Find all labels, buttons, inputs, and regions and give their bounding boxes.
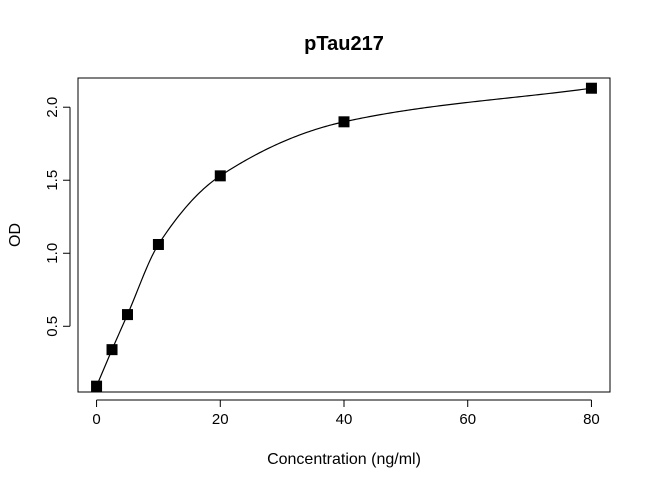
data-point [121, 309, 133, 321]
data-point [152, 238, 164, 250]
x-tick-label: 80 [583, 411, 600, 428]
x-tick-label: 0 [92, 411, 100, 428]
y-tick-label: 1.5 [44, 170, 61, 191]
data-point [214, 170, 226, 182]
x-tick-label: 60 [459, 411, 476, 428]
data-point [585, 82, 597, 94]
data-point [338, 116, 350, 128]
chart-title: pTau217 [304, 33, 384, 55]
x-axis: 0 20 40 60 80 [92, 399, 600, 428]
data-point [106, 344, 118, 356]
x-axis-label: Concentration (ng/ml) [267, 451, 421, 468]
y-axis-label: OD [7, 223, 24, 247]
data-point [91, 380, 103, 392]
x-tick-label: 20 [212, 411, 229, 428]
x-tick-label: 40 [336, 411, 353, 428]
y-tick-label: 1.0 [44, 243, 61, 264]
data-points [91, 82, 597, 392]
y-axis: 0.5 1.0 1.5 2.0 [44, 97, 71, 337]
y-tick-label: 0.5 [44, 316, 61, 337]
y-tick-label: 2.0 [44, 97, 61, 118]
fit-curve [96, 87, 592, 387]
plot-frame [77, 77, 611, 393]
